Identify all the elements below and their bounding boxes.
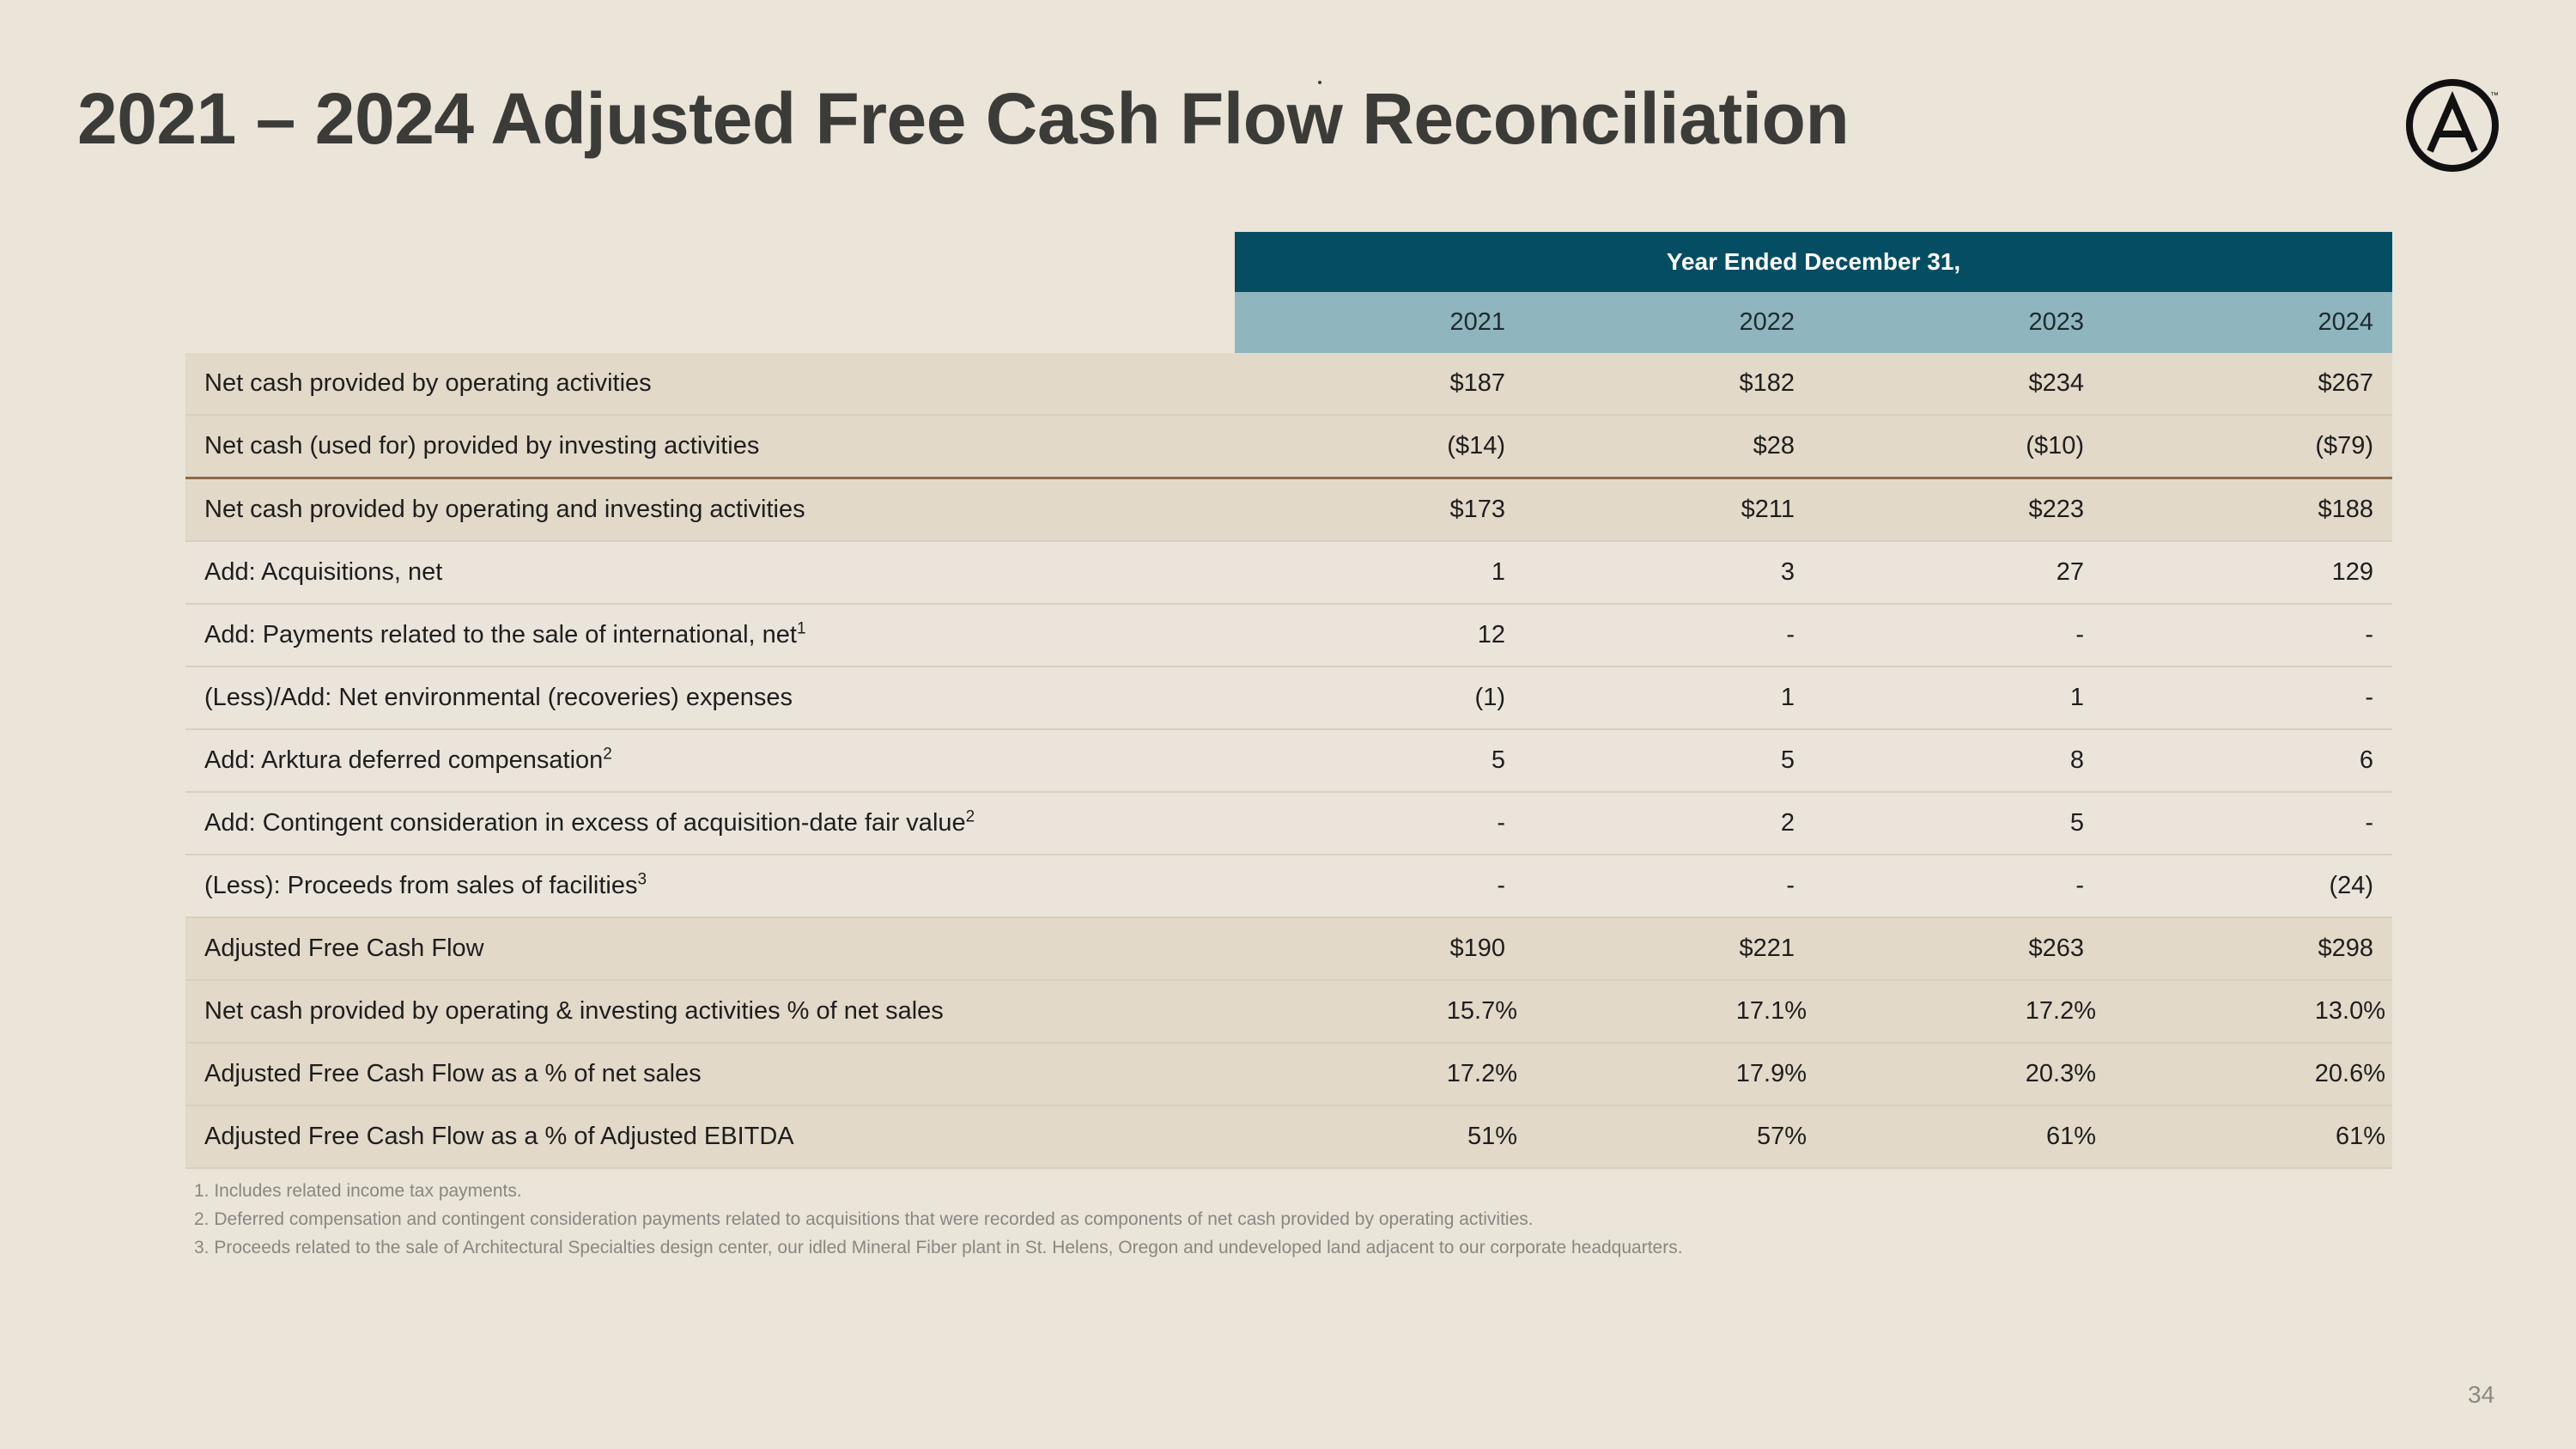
table-row: Net cash provided by operating and inves… [185,478,2393,542]
table-row: Adjusted Free Cash Flow as a % of Adjust… [185,1105,2393,1169]
row-label: Net cash provided by operating and inves… [185,478,1235,542]
value-cell: $263 [1814,917,2103,981]
value-cell: - [1814,855,2103,918]
table-row: Add: Contingent consideration in excess … [185,792,2393,855]
value-cell: ($10) [1814,415,2103,479]
row-label: (Less): Proceeds from sales of facilitie… [185,855,1235,918]
table-row: Net cash (used for) provided by investin… [185,415,2393,479]
value-cell: 5 [1524,729,1814,793]
value-cell: $211 [1524,478,1814,542]
value-cell: 6 [2103,729,2393,793]
value-cell: $223 [1814,478,2103,542]
value-cell: 27 [1814,541,2103,605]
table-row: Net cash provided by operating & investi… [185,980,2393,1044]
footnote-marker: 3 [637,870,647,889]
value-cell: 20.3% [1814,1043,2103,1106]
year-header: 2022 [1524,292,1814,353]
table-row: Add: Payments related to the sale of int… [185,604,2393,667]
row-label: Add: Contingent consideration in excess … [185,792,1235,855]
value-cell: - [1235,855,1524,918]
value-cell: - [2103,667,2393,730]
row-label: Add: Arktura deferred compensation2 [185,729,1235,793]
value-cell: $267 [2103,353,2393,416]
footnote-1: 1. Includes related income tax payments. [194,1181,522,1201]
value-cell: 3 [1524,541,1814,605]
value-cell: 8 [1814,729,2103,793]
value-cell: $298 [2103,917,2393,981]
footnotes: 1. Includes related income tax payments.… [194,1177,1683,1262]
page-title: 2021 – 2024 Adjusted Free Cash Flow Reco… [77,78,1850,159]
row-label: (Less)/Add: Net environmental (recoverie… [185,667,1235,730]
year-header: 2024 [2103,292,2393,353]
value-cell: 5 [1235,729,1524,793]
value-cell: $188 [2103,478,2393,542]
value-cell: 129 [2103,541,2393,605]
value-cell: $187 [1235,353,1524,416]
table-row: (Less)/Add: Net environmental (recoverie… [185,667,2393,730]
value-cell: 57% [1524,1105,1814,1169]
value-cell: - [2103,604,2393,667]
footnote-3: 3. Proceeds related to the sale of Archi… [194,1238,1683,1257]
value-cell: 2 [1524,792,1814,855]
value-cell: 61% [2103,1105,2393,1169]
value-cell: 5 [1814,792,2103,855]
table-row: Adjusted Free Cash Flow $190 $221 $263 $298 [185,917,2393,981]
table-header-banner-row: Year Ended December 31, [185,232,2393,292]
row-label: Adjusted Free Cash Flow as a % of Adjust… [185,1105,1235,1169]
value-cell: (24) [2103,855,2393,918]
value-cell: - [1524,604,1814,667]
value-cell: $173 [1235,478,1524,542]
table-row: Add: Acquisitions, net 1 3 27 129 [185,541,2393,605]
table-row: Add: Arktura deferred compensation2 5 5 8 6 [185,729,2393,793]
value-cell: 51% [1235,1105,1524,1169]
table-row: (Less): Proceeds from sales of facilitie… [185,855,2393,918]
footnote-2: 2. Deferred compensation and contingent … [194,1209,1534,1229]
value-cell: (1) [1235,667,1524,730]
row-label: Adjusted Free Cash Flow [185,917,1235,981]
value-cell: 17.2% [1235,1043,1524,1106]
value-cell: $221 [1524,917,1814,981]
armstrong-logo-icon [2406,79,2499,172]
row-label: Net cash provided by operating & investi… [185,980,1235,1044]
trademark-symbol: ™ [2490,91,2499,100]
value-cell: 17.2% [1814,980,2103,1044]
value-cell: ($79) [2103,415,2393,479]
value-cell: 61% [1814,1105,2103,1169]
year-header: 2023 [1814,292,2103,353]
value-cell: $182 [1524,353,1814,416]
value-cell: 15.7% [1235,980,1524,1044]
value-cell: - [1814,604,2103,667]
value-cell: 1 [1235,541,1524,605]
row-label: Adjusted Free Cash Flow as a % of net sa… [185,1043,1235,1106]
row-label: Net cash (used for) provided by investin… [185,415,1235,479]
footnote-marker: 1 [796,619,806,638]
value-cell: 20.6% [2103,1043,2393,1106]
value-cell: 13.0% [2103,980,2393,1044]
value-cell: 12 [1235,604,1524,667]
value-cell: 1 [1814,667,2103,730]
year-header: 2021 [1235,292,1524,353]
value-cell: 17.1% [1524,980,1814,1044]
value-cell: $234 [1814,353,2103,416]
year-ended-banner: Year Ended December 31, [1235,232,2393,292]
footnote-marker: 2 [965,807,975,826]
value-cell: $190 [1235,917,1524,981]
row-label: Net cash provided by operating activitie… [185,353,1235,416]
page-number: 34 [2468,1381,2495,1408]
value-cell: ($14) [1235,415,1524,479]
value-cell: - [1524,855,1814,918]
table-header-years-row: 2021 2022 2023 2024 [185,292,2393,353]
footnote-marker: 2 [603,745,612,764]
table-row: Adjusted Free Cash Flow as a % of net sa… [185,1043,2393,1106]
value-cell: - [1235,792,1524,855]
value-cell: $28 [1524,415,1814,479]
row-label: Add: Acquisitions, net [185,541,1235,605]
row-label: Add: Payments related to the sale of int… [185,604,1235,667]
value-cell: 17.9% [1524,1043,1814,1106]
reconciliation-table: Year Ended December 31, 2021 2022 2023 2… [185,232,2393,1169]
table-row: Net cash provided by operating activitie… [185,353,2393,416]
decorative-dot [1318,81,1321,84]
value-cell: - [2103,792,2393,855]
value-cell: 1 [1524,667,1814,730]
